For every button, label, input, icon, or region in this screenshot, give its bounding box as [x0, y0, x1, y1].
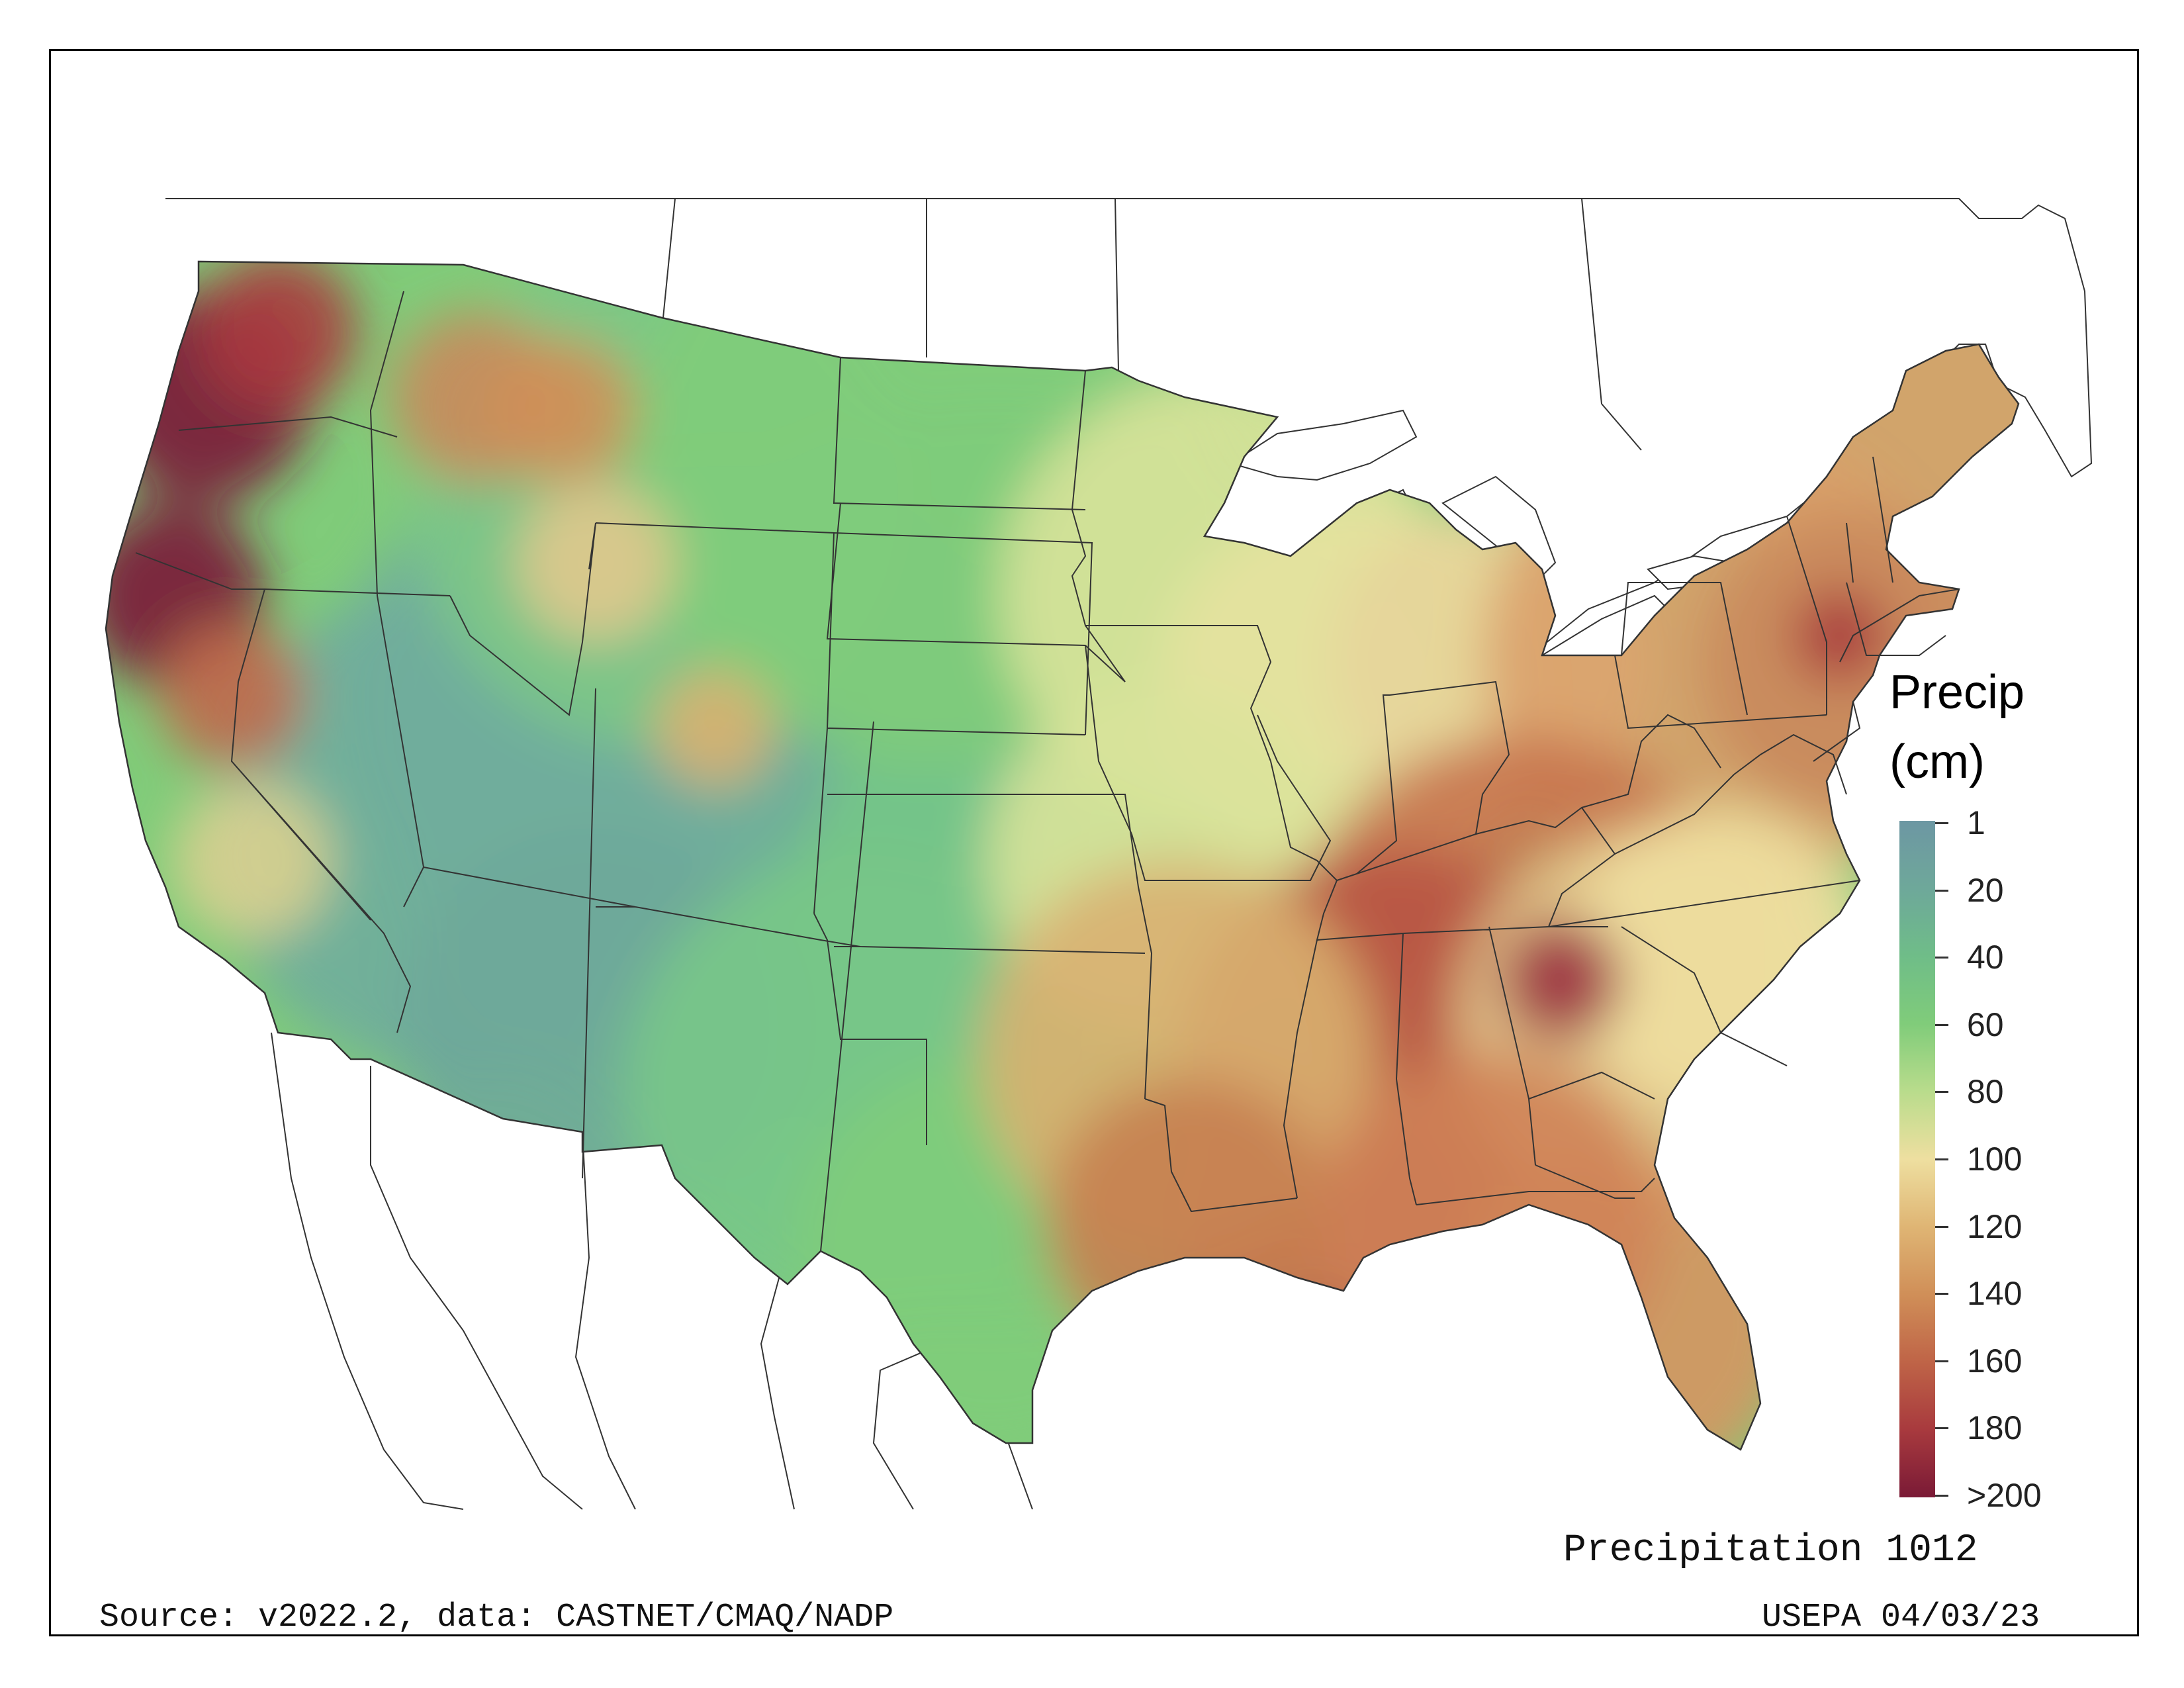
precip-zone	[159, 622, 304, 768]
legend-tick-label: 180	[1967, 1409, 2023, 1447]
legend-tick-label: 60	[1967, 1006, 2004, 1043]
map-title: Precipitation 1012	[1563, 1529, 1978, 1572]
legend-colorbar	[1899, 821, 1935, 1497]
precip-zone	[490, 338, 635, 483]
legend-tick-mark	[1935, 957, 1948, 959]
legend-tick-label: 160	[1967, 1342, 2023, 1380]
precip-zone	[1502, 920, 1621, 1039]
legend-units: (cm)	[1889, 735, 1985, 788]
state-boundaries	[135, 291, 1960, 1252]
legend-tick-label: 80	[1967, 1073, 2004, 1111]
legend-tick-mark	[1935, 1293, 1948, 1295]
legend-tick-mark	[1935, 1225, 1948, 1228]
legend-tick-mark	[1935, 1427, 1948, 1430]
map-frame	[49, 49, 2139, 1636]
legend-tick-label: >200	[1967, 1477, 2042, 1514]
source-caption: Source: v2022.2, data: CASTNET/CMAQ/NADP	[99, 1599, 894, 1636]
legend-tick-label: 1	[1967, 804, 1985, 841]
legend-tick-mark	[1935, 1360, 1948, 1362]
precip-zone	[1317, 1053, 1661, 1397]
legend-tick-label: 100	[1967, 1141, 2023, 1178]
precip-zone	[1794, 589, 1886, 682]
precip-zone	[516, 483, 675, 642]
credit-caption: USEPA 04/03/23	[1762, 1599, 2040, 1636]
legend-tick-mark	[1935, 889, 1948, 892]
legend-tick-mark	[1935, 1091, 1948, 1094]
precip-zone	[199, 261, 357, 410]
legend-title: Precip	[1889, 666, 2025, 719]
legend-tick-mark	[1935, 1158, 1948, 1160]
legend-tick-label: 120	[1967, 1207, 2023, 1245]
precip-zone	[655, 669, 774, 788]
legend-tick-mark	[1935, 1023, 1948, 1026]
neighbor-outlines	[165, 198, 2093, 1510]
precip-zone	[1046, 1079, 1337, 1370]
legend-tick-label: 20	[1967, 871, 2004, 909]
precip-zone	[172, 781, 331, 940]
legend-tick-label: 140	[1967, 1275, 2023, 1313]
legend-tick-mark	[1935, 822, 1948, 824]
legend-tick-mark	[1935, 1495, 1948, 1497]
legend-tick-label: 40	[1967, 939, 2004, 976]
